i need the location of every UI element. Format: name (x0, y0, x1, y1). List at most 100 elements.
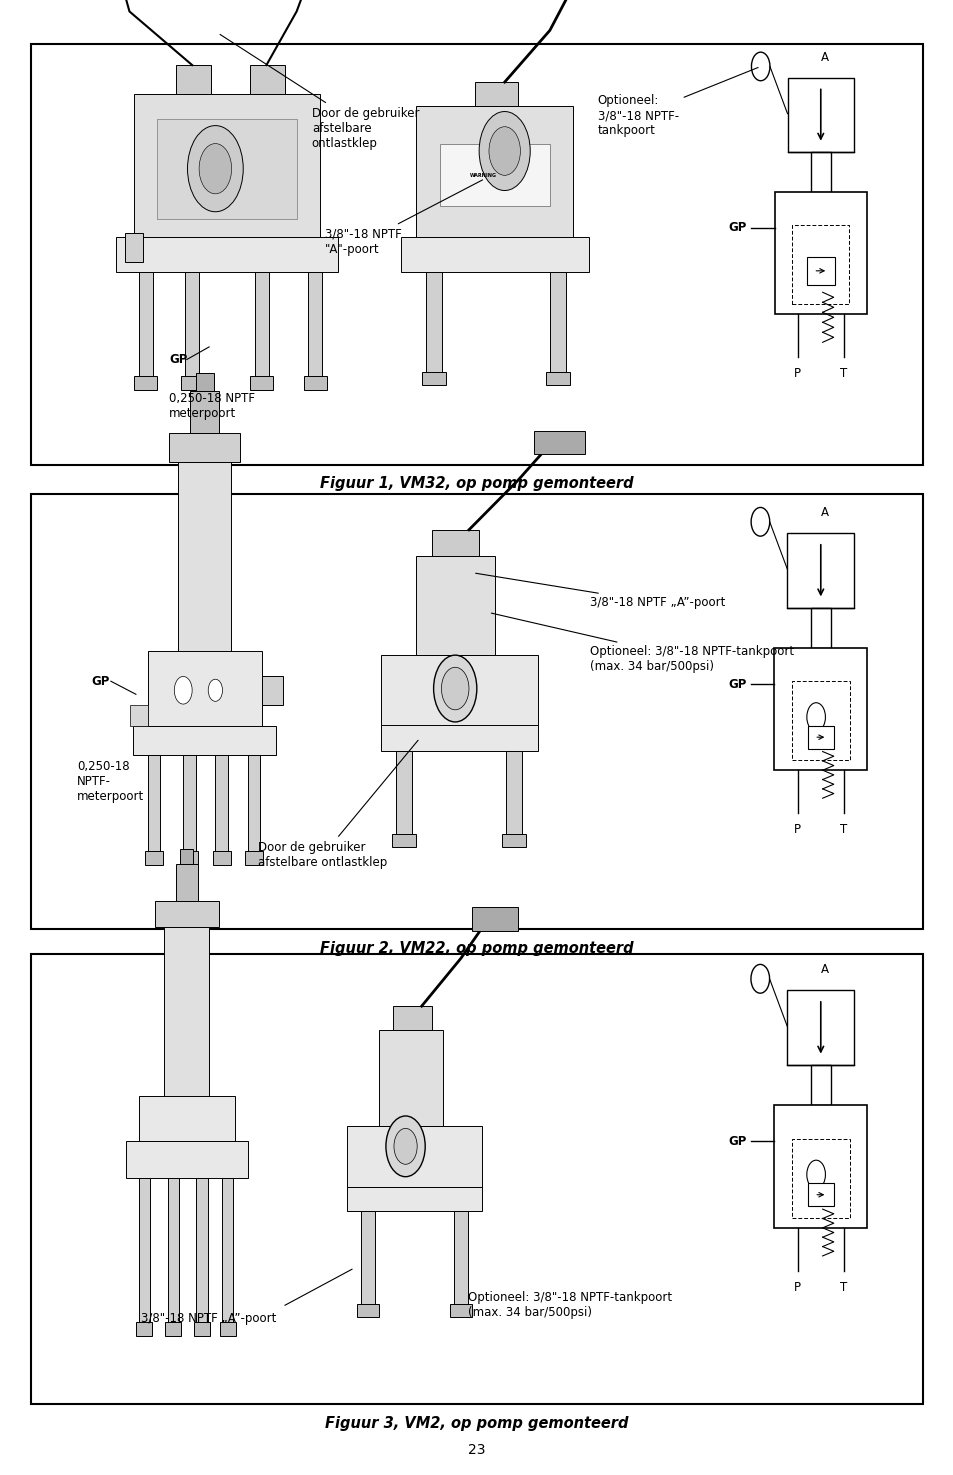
Bar (157, 118, 296, 218)
Bar (416, 556, 494, 655)
Text: 3/8"-18 NPTF
"A"-poort: 3/8"-18 NPTF "A"-poort (325, 180, 482, 255)
Bar (165, 1322, 181, 1336)
Bar (134, 93, 319, 236)
Circle shape (441, 667, 469, 709)
Text: T: T (840, 367, 846, 379)
Bar (245, 851, 262, 866)
Circle shape (750, 965, 769, 993)
Text: Figuur 3, VM2, op pomp gemonteerd: Figuur 3, VM2, op pomp gemonteerd (325, 1416, 628, 1431)
Text: GP: GP (91, 674, 110, 687)
Bar (791, 226, 848, 304)
Text: 3/8"-18 NPTF „A”-poort: 3/8"-18 NPTF „A”-poort (476, 574, 725, 609)
Bar (807, 1183, 833, 1207)
Bar (180, 851, 198, 866)
Bar (308, 273, 322, 379)
Bar (138, 1096, 234, 1140)
Bar (454, 1211, 468, 1307)
Text: WARNING: WARNING (469, 173, 497, 177)
Bar (807, 726, 833, 749)
Bar (786, 990, 853, 1065)
Circle shape (434, 655, 476, 721)
Bar (195, 373, 213, 391)
Bar (471, 907, 517, 931)
Bar (545, 372, 569, 385)
Bar (346, 1125, 482, 1187)
Bar (422, 372, 445, 385)
Text: A: A (820, 506, 827, 519)
Bar (810, 608, 830, 648)
Circle shape (806, 702, 824, 732)
Bar (134, 376, 157, 391)
Bar (180, 850, 193, 864)
Text: Door de gebruiker
afstelbare
ontlastklep: Door de gebruiker afstelbare ontlastklep (220, 34, 419, 150)
Bar (125, 233, 143, 261)
Circle shape (188, 125, 243, 212)
Bar (502, 833, 525, 847)
Bar (254, 273, 269, 379)
Text: GP: GP (169, 353, 187, 366)
Text: 0,250-18 NPTF
meterpoort: 0,250-18 NPTF meterpoort (169, 392, 254, 420)
Bar (30, 44, 923, 465)
Text: A: A (820, 50, 827, 63)
Bar (247, 755, 260, 854)
Circle shape (394, 1128, 416, 1164)
Bar (183, 755, 195, 854)
Bar (115, 236, 338, 273)
Bar (786, 534, 853, 608)
Text: P: P (793, 1282, 801, 1294)
Bar (774, 192, 866, 314)
Text: 23: 23 (468, 1443, 485, 1457)
Text: Optioneel:
3/8"-18 NPTF-
tankpoort: Optioneel: 3/8"-18 NPTF- tankpoort (597, 68, 758, 137)
Bar (380, 655, 537, 729)
Bar (126, 1140, 248, 1177)
Bar (400, 237, 589, 271)
Bar (303, 376, 327, 391)
Bar (378, 1030, 442, 1125)
Text: Optioneel: 3/8"-18 NPTF-tankpoort
(max. 34 bar/500psi): Optioneel: 3/8"-18 NPTF-tankpoort (max. … (491, 614, 794, 674)
Bar (180, 376, 204, 391)
Bar (439, 145, 549, 207)
Bar (219, 1322, 235, 1336)
Bar (791, 681, 849, 760)
Bar (261, 676, 283, 705)
Bar (250, 376, 274, 391)
Text: P: P (793, 367, 801, 379)
Text: Figuur 1, VM32, op pomp gemonteerd: Figuur 1, VM32, op pomp gemonteerd (320, 476, 633, 491)
Text: Figuur 2, VM22, op pomp gemonteerd: Figuur 2, VM22, op pomp gemonteerd (320, 941, 633, 956)
Circle shape (750, 507, 769, 535)
Bar (130, 705, 148, 726)
Bar (30, 494, 923, 929)
Bar (506, 751, 521, 838)
Bar (175, 65, 211, 93)
Bar (810, 152, 830, 192)
Text: Optioneel: 3/8"-18 NPTF-tankpoort
(max. 34 bar/500psi): Optioneel: 3/8"-18 NPTF-tankpoort (max. … (468, 1291, 672, 1319)
Bar (213, 851, 231, 866)
Bar (534, 431, 584, 454)
Bar (164, 926, 209, 1103)
Bar (185, 273, 199, 379)
Circle shape (386, 1117, 425, 1177)
Bar (193, 1322, 210, 1336)
Bar (395, 751, 412, 838)
Text: GP: GP (727, 1134, 745, 1148)
Circle shape (489, 127, 519, 176)
Text: T: T (840, 1282, 847, 1294)
Bar (774, 1105, 866, 1227)
Bar (148, 755, 160, 854)
Bar (148, 650, 261, 730)
Circle shape (478, 112, 530, 190)
Circle shape (199, 143, 232, 193)
Bar (392, 833, 416, 847)
Bar (250, 65, 285, 93)
Bar (774, 648, 866, 770)
Bar (786, 78, 853, 152)
Text: 3/8"-18 NPTF „A”-poort: 3/8"-18 NPTF „A”-poort (141, 1313, 276, 1325)
Text: 0,250-18
NPTF-
meterpoort: 0,250-18 NPTF- meterpoort (77, 760, 144, 802)
Text: GP: GP (727, 677, 745, 690)
Bar (549, 271, 565, 375)
Bar (175, 864, 198, 901)
Bar (346, 1187, 482, 1211)
Bar (416, 106, 573, 237)
Bar (380, 724, 537, 751)
Text: GP: GP (728, 221, 746, 235)
